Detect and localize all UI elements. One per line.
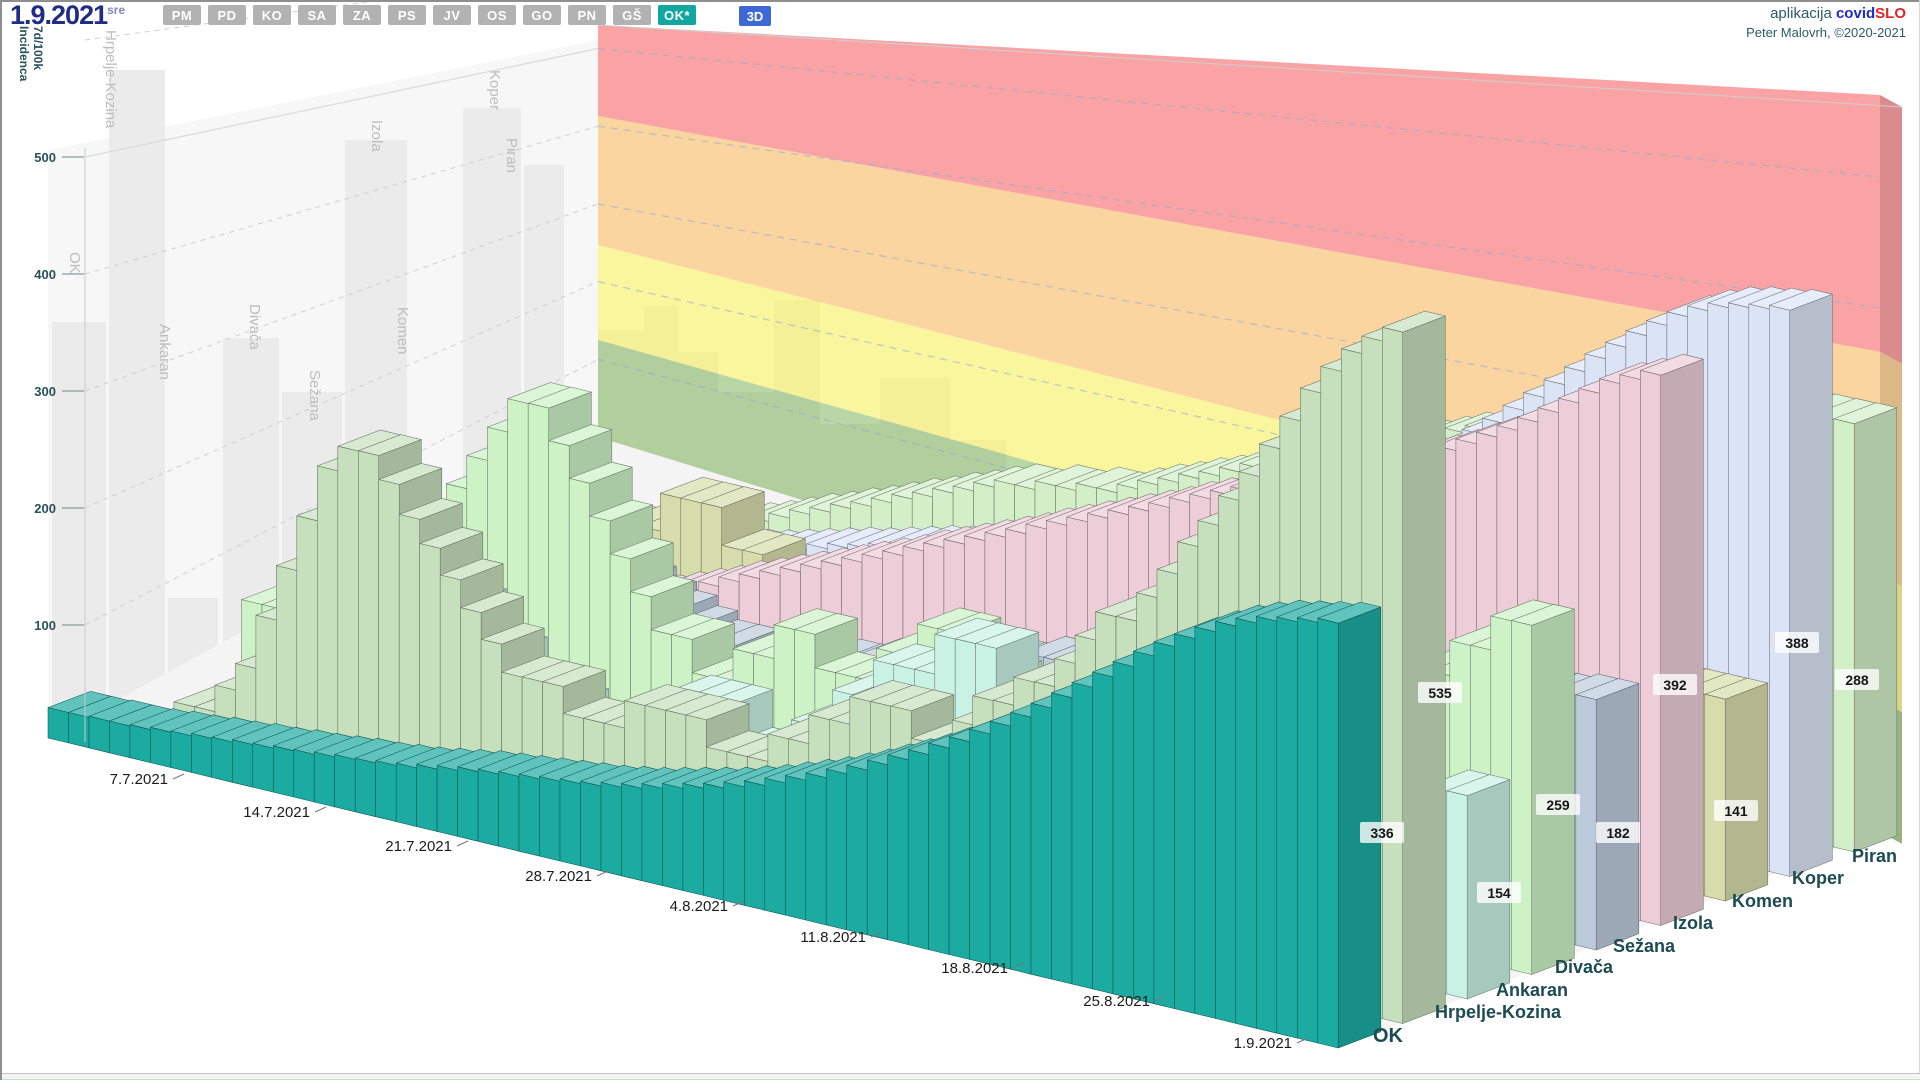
region-button-GO[interactable]: GO (523, 5, 561, 25)
region-button-PN[interactable]: PN (568, 5, 606, 25)
app-credits: aplikacija covidSLO Peter Malovrh, ©2020… (1746, 4, 1906, 42)
background-label-Hrpelje-Kozina: Hrpelje-Kozina (102, 30, 119, 129)
date-tick-label: 4.8.2021 (670, 898, 728, 915)
municipality-label-Divača: Divača (1555, 957, 1614, 977)
value-label-OK: 336 (1360, 822, 1404, 843)
bars-3d (47, 286, 1898, 1049)
region-button-OK-selected[interactable]: OK* (658, 5, 696, 25)
svg-text:535: 535 (1428, 685, 1452, 701)
background-label-Koper: Koper (486, 70, 503, 110)
svg-text:288: 288 (1845, 672, 1869, 688)
svg-text:154: 154 (1487, 885, 1511, 901)
date-tick-label: 7.7.2021 (110, 771, 168, 788)
background-label-Komen: Komen (394, 307, 411, 355)
value-label-Divača: 259 (1536, 794, 1580, 815)
chart-labels: 7.7.2021 14.7.2021 21.7.2021 28.7.2021 4.8.2… (110, 632, 1897, 1052)
value-label-Ankaran: 154 (1477, 882, 1521, 903)
silhouette-bar (223, 338, 279, 643)
region-button-PD[interactable]: PD (208, 5, 246, 25)
svg-text:388: 388 (1785, 635, 1809, 651)
date-tick-label: 18.8.2021 (941, 960, 1008, 977)
value-label-Izola: 392 (1653, 674, 1697, 695)
y-axis-unit-line1: 7d/100k (31, 26, 45, 70)
svg-text:259: 259 (1546, 797, 1570, 813)
y-tick-label: 100 (34, 618, 56, 633)
date-tick-label: 1.9.2021 (1234, 1035, 1292, 1052)
y-tick-label: 500 (34, 150, 56, 165)
background-label-Ankaran: Ankaran (156, 324, 173, 380)
y-tick-label: 400 (34, 267, 56, 282)
credits-line2: Peter Malovrh, ©2020-2021 (1746, 25, 1906, 40)
view-3d-button[interactable]: 3D (739, 6, 771, 26)
date-tick-label: 28.7.2021 (525, 868, 592, 885)
background-label-OK: OK (66, 252, 83, 274)
svg-text:182: 182 (1606, 825, 1630, 841)
wall-cap (1880, 95, 1902, 364)
y-tick-label: 200 (34, 501, 56, 516)
region-button-SA[interactable]: SA (298, 5, 336, 25)
credits-line1: aplikacija covidSLO (1746, 4, 1906, 23)
y-tick-label: 300 (34, 384, 56, 399)
silhouette-bar (52, 322, 106, 736)
silhouette-bar (168, 598, 218, 673)
svg-text:392: 392 (1663, 677, 1687, 693)
municipality-label-Izola: Izola (1673, 913, 1714, 933)
region-button-GŠ[interactable]: GŠ (613, 5, 651, 25)
svg-text:336: 336 (1370, 825, 1394, 841)
date-tick-label: 25.8.2021 (1083, 993, 1150, 1010)
municipality-label-Koper: Koper (1792, 868, 1844, 888)
y-axis-unit-line2: Incidenca (17, 26, 31, 82)
municipality-label-Piran: Piran (1852, 846, 1897, 866)
left-wall (48, 40, 598, 738)
region-button-OS[interactable]: OS (478, 5, 516, 25)
value-label-Piran: 288 (1835, 669, 1879, 690)
value-label-Komen: 141 (1714, 800, 1758, 821)
municipality-label-Sežana: Sežana (1613, 936, 1676, 956)
date-tick-label: 11.8.2021 (800, 929, 866, 946)
region-button-ZA[interactable]: ZA (343, 5, 381, 25)
svg-text:141: 141 (1724, 803, 1748, 819)
region-button-KO[interactable]: KO (253, 5, 291, 25)
credits-prefix: aplikacija (1770, 5, 1832, 22)
region-button-JV[interactable]: JV (433, 5, 471, 25)
value-label-Koper: 388 (1775, 632, 1819, 653)
risk-band-red (598, 25, 1880, 352)
municipality-label-OK: OK (1373, 1025, 1404, 1047)
value-label-Hrpelje-Kozina: 535 (1418, 682, 1462, 703)
silhouette-bar (463, 108, 521, 511)
municipality-label-Ankaran: Ankaran (1496, 980, 1568, 1000)
weekday-superscript: sre (107, 3, 126, 17)
region-button-PM[interactable]: PM (163, 5, 201, 25)
date-tick-label: 21.7.2021 (385, 838, 452, 855)
region-button-PS[interactable]: PS (388, 5, 426, 25)
date-tick-label: 14.7.2021 (243, 804, 310, 821)
value-label-Sežana: 182 (1596, 822, 1640, 843)
bars-row-OK (47, 599, 1382, 1049)
current-date-title: 1.9.2021sre (10, 0, 125, 31)
background-label-Sežana: Sežana (306, 370, 323, 422)
window-border-left (0, 0, 2, 1080)
municipality-label-Hrpelje-Kozina: Hrpelje-Kozina (1435, 1002, 1562, 1022)
date-text: 1.9.2021 (10, 0, 108, 30)
background-label-Divača: Divača (246, 304, 263, 351)
brand-covid: covid (1835, 5, 1876, 22)
background-label-Izola: Izola (368, 120, 385, 152)
municipality-label-Komen: Komen (1732, 891, 1793, 911)
silhouette-bar (109, 70, 165, 705)
region-toolbar: PM PD KO SA ZA PS JV OS GO PN GŠ OK* (163, 5, 696, 25)
brand-slo: SLO (1875, 5, 1906, 22)
footer-bar (2, 1073, 1920, 1080)
window-border-top (0, 0, 1920, 2)
background-label-Piran: Piran (503, 138, 520, 173)
